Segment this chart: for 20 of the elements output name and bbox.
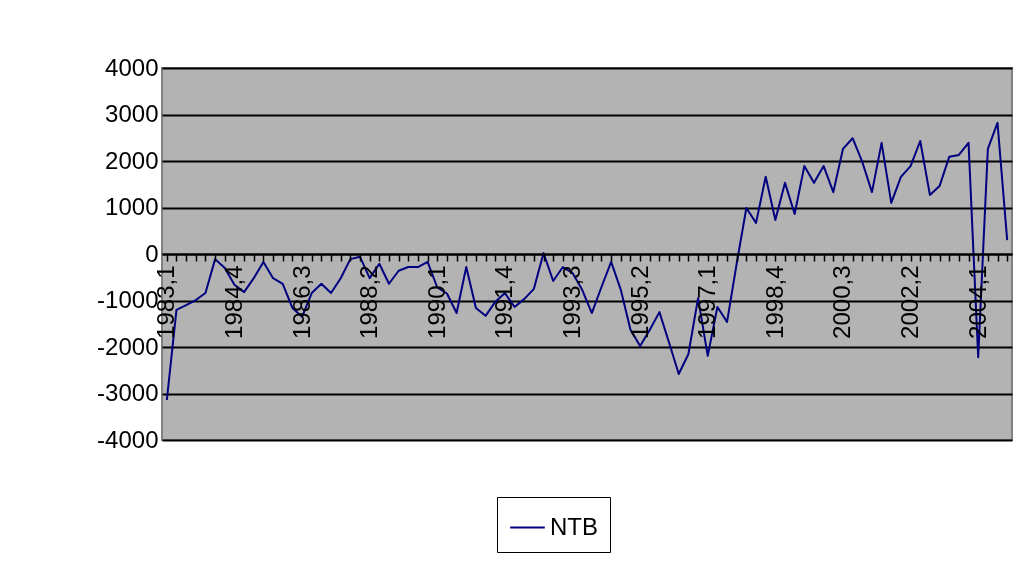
x-tick-label: 1997,1 [693, 265, 721, 339]
y-tick-label: 0 [145, 239, 159, 267]
y-tick-label: -4000 [97, 425, 159, 453]
x-tick-label: 1988,2 [355, 265, 383, 339]
x-tick-label: 2000,3 [828, 265, 856, 339]
x-tick-label: 1984,4 [219, 265, 247, 339]
x-tick-label: 1986,3 [287, 265, 315, 339]
y-tick-label: 4000 [105, 53, 159, 81]
y-tick-label: 2000 [105, 146, 159, 174]
y-tick-label: -3000 [97, 379, 159, 406]
x-tick-label: 1990,1 [422, 265, 450, 339]
x-tick-label: 1998,4 [760, 265, 788, 339]
x-tick-label: 2002,2 [896, 265, 924, 339]
y-tick-label: 1000 [105, 193, 159, 220]
x-tick-label: 1991,4 [490, 265, 518, 339]
legend-label: NTB [550, 512, 598, 540]
x-tick-label: 2004,1 [963, 265, 991, 339]
x-tick-label: 1995,2 [625, 265, 653, 339]
x-tick-label: 1993,3 [558, 265, 586, 339]
y-tick-label: 3000 [105, 100, 159, 127]
